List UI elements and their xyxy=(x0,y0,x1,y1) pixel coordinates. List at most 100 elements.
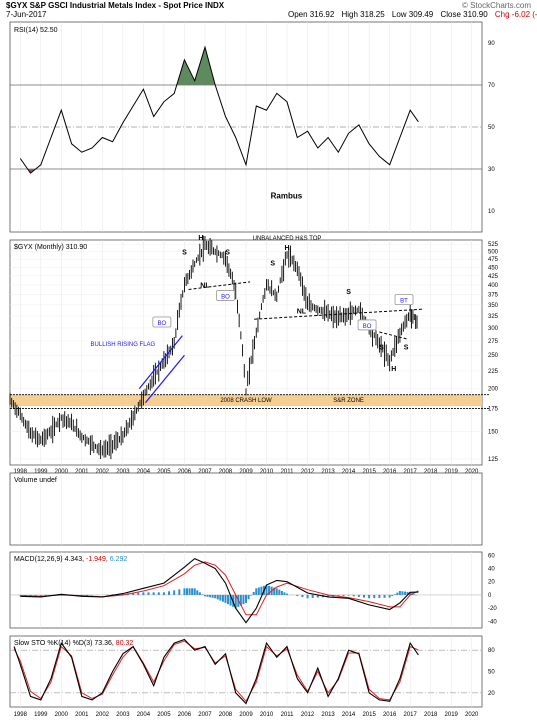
neckline-2008 xyxy=(188,281,251,290)
price-xtick-2006: 2006 xyxy=(178,469,192,475)
pattern-letter-head-1: H xyxy=(198,235,203,242)
stoch-xtick-2017: 2017 xyxy=(403,712,417,718)
macd-title: MACD(12,26,9) 4.343, -1.949, 6.292 xyxy=(14,556,127,563)
price-xtick-1999: 1999 xyxy=(34,469,48,475)
stoch-ytick-50: 50 xyxy=(488,670,495,676)
price-xtick-2010: 2010 xyxy=(260,469,274,475)
macd-ytick--20: -20 xyxy=(488,606,497,612)
stoch-xtick-2012: 2012 xyxy=(301,712,315,718)
price-ytick-425: 425 xyxy=(488,274,499,280)
price-xtick-2015: 2015 xyxy=(362,469,376,475)
macd-ytick-20: 20 xyxy=(488,580,495,586)
pattern-letter-shoulder-8: S xyxy=(379,344,384,351)
price-xtick-2018: 2018 xyxy=(424,469,438,475)
pattern-letter-neckline-6: NL xyxy=(297,309,307,316)
rsi-ytick-10: 10 xyxy=(488,209,495,215)
price-bars xyxy=(9,235,418,460)
stoch-title: Slow STO %K(14) %D(3) 73.36, 80.32 xyxy=(14,640,133,647)
price-ytick-375: 375 xyxy=(488,293,499,299)
rambus-watermark: Rambus xyxy=(271,191,303,200)
stoch-ytick-20: 20 xyxy=(488,691,495,697)
stoch-xtick-2005: 2005 xyxy=(157,712,171,718)
stoch-xtick-2002: 2002 xyxy=(96,712,110,718)
price-xtick-2002: 2002 xyxy=(96,469,110,475)
price-ytick-325: 325 xyxy=(488,314,499,320)
price-ytick-450: 450 xyxy=(488,265,499,271)
sr-zone-band xyxy=(10,394,482,407)
price-xtick-2003: 2003 xyxy=(116,469,130,475)
stoch-xtick-2007: 2007 xyxy=(198,712,212,718)
price-ytick-475: 475 xyxy=(488,257,499,263)
macd-line xyxy=(20,557,419,624)
price-ytick-275: 275 xyxy=(488,339,499,345)
stoch-title-value-0: 73.36, xyxy=(94,640,114,647)
change-value: Chg -6.02 (-1.90%) xyxy=(494,10,537,19)
pattern-letter-shoulder-7: S xyxy=(346,289,351,296)
backtest-label-box xyxy=(394,294,414,306)
stoch-xtick-2016: 2016 xyxy=(383,712,397,718)
pattern-letter-neckline-3: NL xyxy=(200,283,210,290)
stoch-ytick-80: 80 xyxy=(488,648,495,654)
pattern-letter-shoulder-10: S xyxy=(404,344,409,351)
rsi-ytick-70: 70 xyxy=(488,83,495,89)
price-xtick-2009: 2009 xyxy=(239,469,253,475)
stoch-xtick-2019: 2019 xyxy=(445,712,459,718)
pattern-letter-head-5: H xyxy=(285,245,290,252)
ohlc-readout: Open 316.92 High 318.25 Low 309.49 Close… xyxy=(288,10,537,19)
price-xtick-2007: 2007 xyxy=(198,469,212,475)
breakout-label-2004-box xyxy=(152,316,172,328)
macd-ytick--40: -40 xyxy=(488,619,497,625)
stoch-xtick-2000: 2000 xyxy=(55,712,69,718)
macd-ytick-0: 0 xyxy=(488,593,492,599)
price-ytick-200: 200 xyxy=(488,387,499,393)
price-title: $GYX (Monthly) 310.90 xyxy=(14,244,87,251)
price-xtick-2005: 2005 xyxy=(157,469,171,475)
price-ytick-400: 400 xyxy=(488,283,499,289)
price-xtick-2012: 2012 xyxy=(301,469,315,475)
price-ytick-350: 350 xyxy=(488,303,499,309)
rsi-line xyxy=(19,45,419,174)
breakout-label-2008-box xyxy=(216,290,235,301)
price-xtick-2017: 2017 xyxy=(403,469,417,475)
stoch-xtick-2014: 2014 xyxy=(342,712,356,718)
stoch-k-line xyxy=(13,638,419,705)
macd-title-value-1: -1.949, xyxy=(84,556,108,563)
stoch-xtick-2006: 2006 xyxy=(178,712,192,718)
pattern-letter-shoulder-4: S xyxy=(270,261,275,268)
price-xtick-1998: 1998 xyxy=(14,469,28,475)
price-xtick-2008: 2008 xyxy=(219,469,233,475)
stoch-xtick-2013: 2013 xyxy=(321,712,335,718)
macd-title-value-0: 4.343, xyxy=(65,556,85,563)
breakout-label-2004: BO xyxy=(158,321,167,327)
macd-ytick-60: 60 xyxy=(488,553,495,559)
chart-date: 7-Jun-2017 xyxy=(6,10,47,19)
backtest-label: BT xyxy=(400,299,408,305)
price-ytick-125: 125 xyxy=(488,457,499,463)
price-ytick-525: 525 xyxy=(488,242,499,248)
stoch-xtick-2004: 2004 xyxy=(137,712,151,718)
stoch-xtick-2003: 2003 xyxy=(116,712,130,718)
stoch-xtick-2009: 2009 xyxy=(239,712,253,718)
stoch-xtick-2010: 2010 xyxy=(260,712,274,718)
stoch-xtick-2018: 2018 xyxy=(424,712,438,718)
chart-title: $GYX S&P GSCI Industrial Metals Index - … xyxy=(6,1,225,10)
macd-ytick-40: 40 xyxy=(488,567,495,573)
price-xtick-2011: 2011 xyxy=(281,469,295,475)
price-xtick-2020: 2020 xyxy=(465,469,479,475)
stoch-xtick-2008: 2008 xyxy=(219,712,233,718)
stoch-d-line xyxy=(13,640,419,703)
stoch-xtick-2011: 2011 xyxy=(281,712,295,718)
chart-header: $GYX S&P GSCI Industrial Metals Index - … xyxy=(0,0,537,20)
bullish-flag-label: BULLISH RISING FLAG xyxy=(91,342,156,348)
crash-low-label: 2008 CRASH LOW xyxy=(220,398,272,404)
price-ytick-225: 225 xyxy=(488,369,499,375)
breakout-label-2008: BO xyxy=(221,295,230,301)
stoch-xtick-1999: 1999 xyxy=(34,712,48,718)
pattern-letter-shoulder-2: S xyxy=(225,250,230,257)
macd-histogram xyxy=(19,585,418,609)
macd-title-value-2: 6.292 xyxy=(108,556,128,563)
stoch-xtick-2001: 2001 xyxy=(75,712,89,718)
price-ytick-500: 500 xyxy=(488,250,499,256)
price-xtick-2016: 2016 xyxy=(383,469,397,475)
